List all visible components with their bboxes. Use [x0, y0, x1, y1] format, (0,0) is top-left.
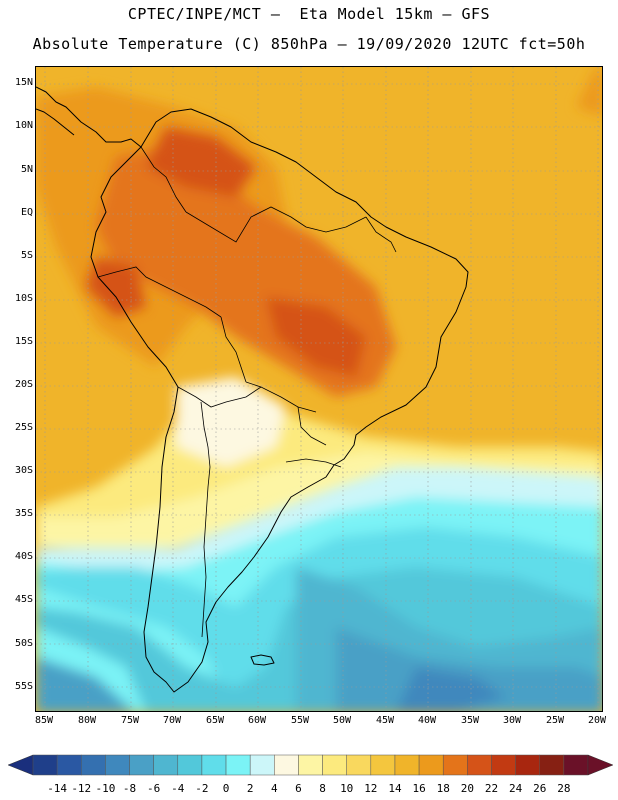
colorbar-tick-label: 8 — [319, 782, 326, 795]
colorbar-swatch — [442, 754, 468, 776]
lon-label: 85W — [34, 715, 54, 726]
lat-label: 15N — [14, 77, 33, 88]
lat-label: 10N — [14, 120, 33, 131]
lon-label: 65W — [205, 715, 225, 726]
colorbar-swatch — [56, 754, 82, 776]
lat-label: 10S — [14, 293, 33, 304]
colorbar-swatch — [467, 754, 492, 776]
lat-label: 50S — [14, 638, 33, 649]
colorbar-swatch — [81, 754, 106, 776]
lon-label: 30W — [502, 715, 522, 726]
colorbar-tick-label: 6 — [295, 782, 302, 795]
colorbar-swatch — [322, 754, 347, 776]
lon-label: 40W — [417, 715, 437, 726]
colorbar-over-arrow — [587, 754, 614, 776]
colorbar-swatch — [394, 754, 420, 776]
colorbar-swatch — [298, 754, 323, 776]
colorbar-tick-label: -12 — [71, 782, 92, 795]
colorbar-tick-label: 14 — [388, 782, 402, 795]
lon-label: 70W — [162, 715, 182, 726]
colorbar-swatch — [129, 754, 154, 776]
colorbar-tick-label: -4 — [171, 782, 185, 795]
lon-label: 80W — [77, 715, 97, 726]
map-title-line2: Absolute Temperature (C) 850hPa – 19/09/… — [32, 35, 586, 53]
lat-label: 35S — [14, 508, 33, 519]
temperature-map — [35, 66, 603, 712]
colorbar-tick-label: -8 — [122, 782, 137, 795]
colorbar-under-arrow — [7, 754, 34, 776]
lon-label: 20W — [587, 715, 607, 726]
lat-label: 15S — [14, 336, 33, 347]
colorbar-tick-label: 18 — [436, 782, 450, 795]
colorbar-tick-label: -10 — [95, 782, 116, 795]
colorbar-tick-label: 10 — [340, 782, 354, 795]
lat-label: 20S — [14, 379, 33, 390]
colorbar-tick-label: 20 — [460, 782, 474, 795]
colorbar-swatch — [274, 754, 299, 776]
lat-label: 5S — [20, 250, 33, 261]
colorbar-swatch — [177, 754, 203, 776]
colorbar-tick-label: 0 — [222, 782, 230, 795]
colorbar-tick-label: 28 — [557, 782, 571, 795]
lon-label: 60W — [247, 715, 267, 726]
colorbar-swatch — [346, 754, 372, 776]
graticule — [36, 67, 602, 711]
colorbar-swatch — [105, 754, 130, 776]
colorbar-swatch — [32, 754, 58, 776]
lat-label: 30S — [14, 465, 33, 476]
lon-label: 25W — [545, 715, 565, 726]
lat-label: 5N — [20, 164, 33, 175]
temperature-field — [36, 67, 602, 711]
colorbar-tick-label: 4 — [270, 782, 278, 795]
colorbar-tick-label: 24 — [508, 782, 523, 795]
colorbar-tick-label: 26 — [533, 782, 547, 795]
colorbar-swatch — [418, 754, 444, 776]
lat-label: 55S — [14, 681, 33, 692]
colorbar-swatch — [539, 754, 565, 776]
map-title-line1: CPTEC/INPE/MCT – Eta Model 15km – GFS — [127, 5, 491, 23]
colorbar-swatch — [153, 754, 179, 776]
colorbar-swatch — [249, 754, 275, 776]
country-borders — [97, 146, 397, 638]
lat-label: 25S — [14, 422, 33, 433]
colorbar-tick-label: -6 — [147, 782, 161, 795]
colorbar-tick-label: 2 — [246, 782, 254, 795]
lat-label: 40S — [14, 551, 33, 562]
colorbar-tick-label: 22 — [484, 782, 499, 795]
colorbar-swatch — [515, 754, 540, 776]
colorbar-swatch — [563, 754, 589, 776]
colorbar-tick-label: 12 — [364, 782, 378, 795]
lon-label: 35W — [460, 715, 480, 726]
coastline — [36, 86, 469, 693]
colorbar-swatch — [491, 754, 516, 776]
lon-label: 50W — [332, 715, 352, 726]
mild-band — [36, 377, 602, 537]
lon-label: 55W — [290, 715, 310, 726]
lon-label: 75W — [120, 715, 140, 726]
colorbar — [7, 754, 614, 776]
colorbar-tick-label: -2 — [195, 782, 209, 795]
lon-label: 45W — [375, 715, 395, 726]
lat-label: EQ — [20, 207, 33, 218]
lat-label: 45S — [14, 594, 33, 605]
colorbar-swatch — [370, 754, 396, 776]
colorbar-swatch — [225, 754, 251, 776]
coldest-patch — [396, 667, 506, 711]
colorbar-swatch — [201, 754, 227, 776]
colorbar-tick-label: 16 — [412, 782, 426, 795]
colorbar-tick-label: -14 — [47, 782, 68, 795]
